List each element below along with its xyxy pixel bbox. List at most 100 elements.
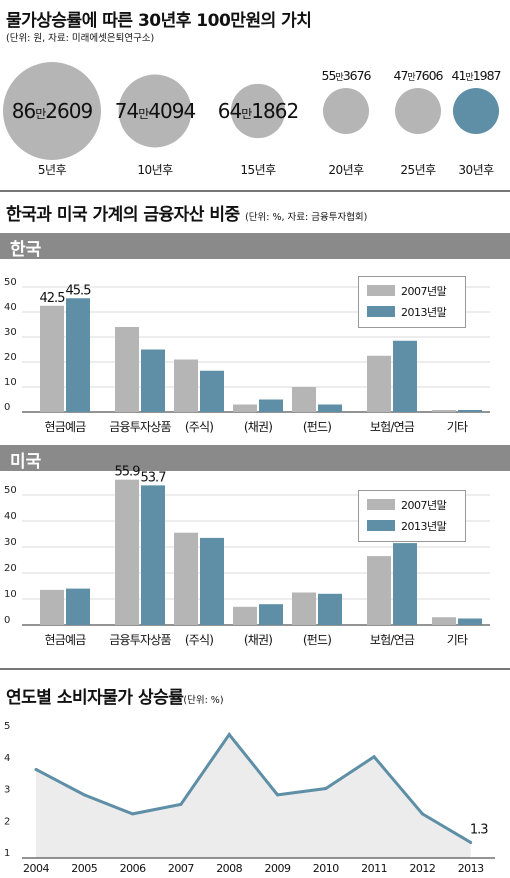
category-label: (주식)	[185, 633, 213, 647]
bar-2013	[458, 410, 482, 412]
bar-2007	[432, 617, 456, 625]
line-area-fill	[36, 734, 471, 858]
category-label: 기타	[447, 633, 468, 647]
legend-usa: 2007년말 2013년말	[358, 490, 466, 542]
category-label: 기타	[447, 420, 468, 434]
y-tick-label: 10	[4, 589, 17, 600]
bar-2007	[233, 404, 257, 412]
legend-swatch-2007	[367, 285, 395, 296]
bar-2013	[318, 593, 342, 625]
bar-2013	[259, 399, 283, 412]
section3-title: 연도별 소비자물가 상승률(단위: %)	[6, 688, 224, 708]
category-label: 현금예금	[45, 633, 87, 647]
cpi-point	[420, 812, 424, 816]
bubble-period-label: 15년후	[240, 163, 276, 177]
bar-2013	[200, 537, 224, 625]
bubble-chart: 86만2609 5년후 74만4094 10년후 64만1862 15년후 55만3676 2…	[3, 62, 502, 177]
bubble-period-label: 25년후	[400, 163, 436, 177]
y-tick-label: 1	[4, 848, 10, 859]
cpi-point	[82, 793, 86, 797]
bubble-value-label: 74만4094	[115, 99, 196, 123]
category-label: (펀드)	[303, 420, 331, 434]
country-bar-usa: 미국	[0, 445, 510, 472]
bar-2013	[141, 485, 165, 625]
bar-2007	[174, 532, 198, 625]
x-tick-label: 2012	[409, 862, 435, 875]
y-tick-label: 0	[4, 615, 10, 626]
bar-2007	[115, 327, 139, 412]
x-tick-label: 2007	[168, 862, 194, 875]
bar-2007	[367, 355, 391, 412]
x-tick-label: 2004	[23, 862, 49, 875]
x-tick-label: 2013	[458, 862, 484, 875]
bubble-period-label: 20년후	[328, 163, 364, 177]
legend-swatch-2007	[367, 499, 395, 510]
y-tick-label: 3	[4, 785, 10, 796]
category-label: (채권)	[244, 420, 272, 434]
bar-2013	[200, 370, 224, 412]
bubble-value-label: 86만2609	[12, 99, 93, 123]
country-label-usa: 미국	[10, 452, 42, 472]
bar-2007	[40, 589, 64, 625]
bubble-period-label: 30년후	[458, 163, 494, 177]
cpi-point	[469, 840, 473, 844]
y-tick-label: 0	[4, 402, 10, 413]
category-label: (주식)	[185, 420, 213, 434]
y-tick-label: 20	[4, 563, 17, 574]
legend-label-2013: 2013년말	[401, 520, 447, 533]
category-label: 현금예금	[45, 420, 87, 434]
category-label: (펀드)	[303, 633, 331, 647]
y-tick-label: 50	[4, 277, 17, 288]
bubble-value-label: 64만1862	[218, 99, 298, 123]
y-tick-label: 50	[4, 485, 17, 496]
bar-2013	[141, 349, 165, 412]
legend-swatch-2013	[367, 306, 395, 317]
bubble	[395, 88, 441, 134]
bar-data-label: 53.7	[141, 470, 167, 485]
x-tick-label: 2006	[120, 862, 146, 875]
bubble	[323, 88, 369, 134]
y-tick-label: 4	[4, 753, 10, 764]
category-label: 보험/연금	[370, 633, 415, 647]
section3-unit-note: (단위: %)	[183, 695, 224, 706]
y-tick-label: 40	[4, 302, 17, 313]
section-divider	[0, 190, 510, 192]
bar-2007	[367, 556, 391, 625]
bar-2013	[393, 340, 417, 412]
country-label-korea: 한국	[10, 240, 42, 260]
category-label: 금융투자상품	[109, 633, 171, 647]
country-bar-korea: 한국	[0, 233, 510, 260]
bubble-period-label: 5년후	[38, 163, 67, 177]
cpi-point	[34, 767, 38, 771]
category-label: 보험/연금	[370, 420, 415, 434]
bar-2013	[318, 404, 342, 412]
bar-2013	[66, 298, 90, 412]
cpi-point	[324, 787, 328, 790]
section2-title: 한국과 미국 가계의 금융자산 비중 (단위: %, 자료: 금융투자협회)	[6, 205, 368, 225]
bar-data-label: 42.5	[40, 291, 66, 306]
bar-2013	[66, 588, 90, 625]
bar-2013	[259, 604, 283, 625]
cpi-point	[179, 802, 183, 806]
bar-2013	[458, 618, 482, 625]
y-tick-label: 30	[4, 327, 17, 338]
section1-title: 물가상승률에 따른 30년후 100만원의 가치	[6, 11, 312, 31]
y-tick-label: 20	[4, 352, 17, 363]
bubble-value-label: 47만7606	[394, 68, 444, 83]
bubble	[3, 62, 101, 160]
bar-2007	[292, 592, 316, 625]
category-label: (채권)	[244, 633, 272, 647]
x-tick-label: 2010	[313, 862, 339, 875]
bubble	[453, 88, 499, 134]
bar-2007	[432, 410, 456, 412]
bar-2007	[233, 606, 257, 625]
y-tick-label: 5	[4, 721, 10, 732]
line-data-label: 1.3	[470, 822, 488, 837]
cpi-point	[227, 733, 231, 737]
y-tick-label: 2	[4, 816, 10, 827]
bubble	[230, 83, 286, 139]
legend-korea: 2007년말 2013년말	[358, 276, 466, 328]
